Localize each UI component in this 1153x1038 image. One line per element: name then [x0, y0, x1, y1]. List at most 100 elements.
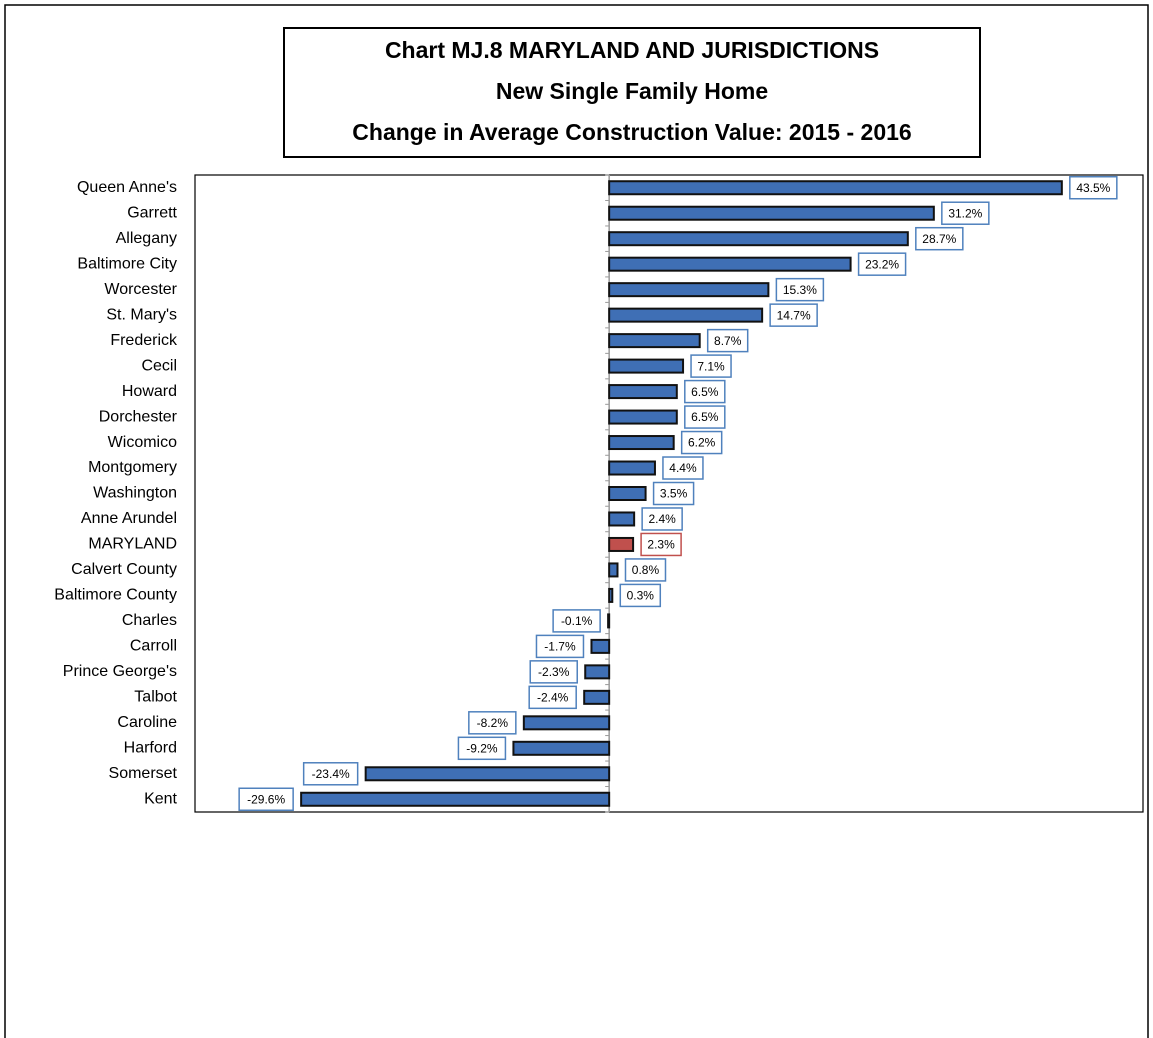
value-label-box	[706, 328, 749, 353]
bar	[608, 536, 635, 552]
bar	[608, 562, 619, 578]
value-label: 6.5%	[691, 410, 719, 424]
bar	[608, 460, 656, 476]
value-label: -8.2%	[477, 716, 509, 730]
value-label: 2.3%	[647, 538, 675, 552]
value-label-box	[552, 609, 601, 633]
bar	[608, 409, 678, 425]
bar	[608, 231, 909, 247]
bar	[607, 613, 611, 629]
value-label: 3.5%	[660, 487, 688, 501]
category-label: Carroll	[130, 638, 177, 655]
value-label-box	[690, 354, 732, 378]
bar	[300, 791, 611, 807]
value-label: 2.4%	[648, 512, 676, 526]
bar	[522, 715, 611, 731]
value-label: 31.2%	[948, 206, 982, 220]
bar	[364, 766, 611, 782]
value-label-box	[641, 507, 683, 531]
value-label: -29.6%	[247, 792, 285, 806]
chart-title: Chart MJ.8 MARYLAND AND JURISDICTIONS	[385, 37, 879, 63]
bar	[608, 384, 678, 400]
value-label-box	[238, 787, 294, 812]
value-label: -9.2%	[466, 741, 498, 755]
category-label: Montgomery	[88, 459, 177, 476]
value-label-box	[775, 277, 825, 302]
value-label: -2.4%	[537, 691, 569, 705]
value-label-box	[680, 430, 723, 455]
bar	[608, 333, 701, 349]
category-label: Kent	[144, 790, 177, 807]
plot-area	[194, 174, 1144, 813]
bar	[608, 358, 685, 374]
category-label: Wicomico	[108, 434, 177, 451]
category-label: Talbot	[134, 689, 177, 706]
value-label-box	[684, 405, 726, 429]
bar	[608, 587, 614, 603]
bar	[608, 180, 1063, 196]
category-label: MARYLAND	[88, 536, 177, 553]
chart-title: Change in Average Construction Value: 20…	[352, 119, 911, 145]
category-label: St. Mary's	[106, 306, 177, 323]
value-label: -2.3%	[538, 665, 570, 679]
value-label: -23.4%	[312, 767, 350, 781]
value-label-box	[769, 303, 818, 327]
category-label: Somerset	[109, 765, 178, 782]
bar	[608, 307, 764, 323]
value-label: -1.7%	[544, 640, 576, 654]
value-label-box	[468, 711, 517, 735]
bar	[608, 486, 647, 501]
value-label-box	[662, 456, 704, 480]
category-label: Garrett	[127, 204, 177, 221]
value-label-box	[652, 481, 695, 506]
chart-frame	[4, 4, 1149, 1038]
bar	[608, 282, 770, 298]
value-label-box	[640, 532, 682, 557]
category-label: Worcester	[104, 281, 177, 298]
category-label: Charles	[122, 612, 177, 629]
bar	[583, 689, 611, 705]
value-label-box	[619, 583, 662, 608]
category-label: Washington	[93, 485, 177, 502]
value-label-box	[457, 736, 507, 761]
chart-title: New Single Family Home	[496, 78, 768, 104]
value-label: 7.1%	[697, 359, 725, 373]
bar	[608, 256, 852, 272]
title-box	[283, 27, 981, 158]
category-label: Queen Anne's	[77, 179, 177, 196]
category-label: Baltimore City	[77, 255, 177, 272]
value-label-box	[624, 558, 667, 582]
value-label-box	[1069, 175, 1118, 200]
bar	[608, 205, 935, 221]
bar	[590, 638, 611, 654]
bar	[512, 740, 611, 756]
value-label-box	[941, 201, 990, 225]
category-label: Frederick	[110, 332, 178, 349]
value-label: 43.5%	[1076, 181, 1110, 195]
value-label: 23.2%	[865, 257, 899, 271]
value-label: 0.8%	[632, 563, 660, 577]
value-label-box	[857, 252, 907, 276]
value-label-box	[529, 660, 578, 684]
value-label-box	[915, 226, 964, 251]
value-label-box	[302, 762, 359, 786]
category-label: Caroline	[117, 714, 177, 731]
category-label: Dorchester	[99, 408, 178, 425]
value-label: 28.7%	[922, 232, 956, 246]
bar	[608, 435, 675, 451]
value-label: 4.4%	[669, 461, 697, 475]
category-label: Calvert County	[71, 561, 177, 578]
value-label-box	[528, 685, 577, 710]
bar	[608, 511, 636, 527]
category-label: Howard	[122, 383, 177, 400]
category-label: Baltimore County	[54, 587, 177, 604]
value-label: 0.3%	[627, 589, 655, 603]
value-label: 14.7%	[777, 308, 811, 322]
value-label-box	[684, 379, 726, 404]
category-label: Allegany	[116, 230, 177, 247]
category-label: Cecil	[141, 357, 177, 374]
category-label: Anne Arundel	[81, 510, 177, 527]
value-label: 6.5%	[691, 385, 719, 399]
value-label: 6.2%	[688, 436, 716, 450]
